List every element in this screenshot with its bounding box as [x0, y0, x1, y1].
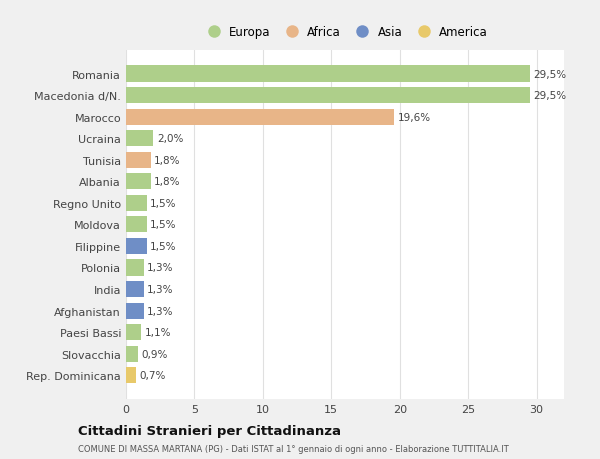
- Text: 1,3%: 1,3%: [147, 306, 174, 316]
- Bar: [126, 325, 141, 341]
- Text: 1,8%: 1,8%: [154, 156, 181, 165]
- Bar: [126, 260, 144, 276]
- Text: 2,0%: 2,0%: [157, 134, 183, 144]
- Bar: [126, 238, 146, 254]
- Text: 1,5%: 1,5%: [150, 220, 176, 230]
- Bar: [126, 346, 139, 362]
- Bar: [126, 109, 394, 125]
- Bar: [126, 367, 136, 383]
- Text: 1,3%: 1,3%: [147, 285, 174, 294]
- Text: 29,5%: 29,5%: [533, 69, 566, 79]
- Bar: [126, 281, 144, 297]
- Text: Cittadini Stranieri per Cittadinanza: Cittadini Stranieri per Cittadinanza: [78, 424, 341, 437]
- Text: COMUNE DI MASSA MARTANA (PG) - Dati ISTAT al 1° gennaio di ogni anno - Elaborazi: COMUNE DI MASSA MARTANA (PG) - Dati ISTA…: [78, 444, 509, 453]
- Text: 29,5%: 29,5%: [533, 91, 566, 101]
- Text: 1,3%: 1,3%: [147, 263, 174, 273]
- Bar: [126, 88, 530, 104]
- Bar: [126, 217, 146, 233]
- Text: 1,1%: 1,1%: [145, 327, 171, 337]
- Text: 1,5%: 1,5%: [150, 198, 176, 208]
- Bar: [126, 196, 146, 212]
- Bar: [126, 67, 530, 83]
- Legend: Europa, Africa, Asia, America: Europa, Africa, Asia, America: [197, 22, 493, 44]
- Bar: [126, 131, 154, 147]
- Text: 19,6%: 19,6%: [398, 112, 431, 123]
- Bar: [126, 174, 151, 190]
- Text: 1,8%: 1,8%: [154, 177, 181, 187]
- Bar: [126, 152, 151, 168]
- Bar: [126, 303, 144, 319]
- Text: 1,5%: 1,5%: [150, 241, 176, 252]
- Text: 0,7%: 0,7%: [139, 370, 166, 381]
- Text: 0,9%: 0,9%: [142, 349, 168, 359]
